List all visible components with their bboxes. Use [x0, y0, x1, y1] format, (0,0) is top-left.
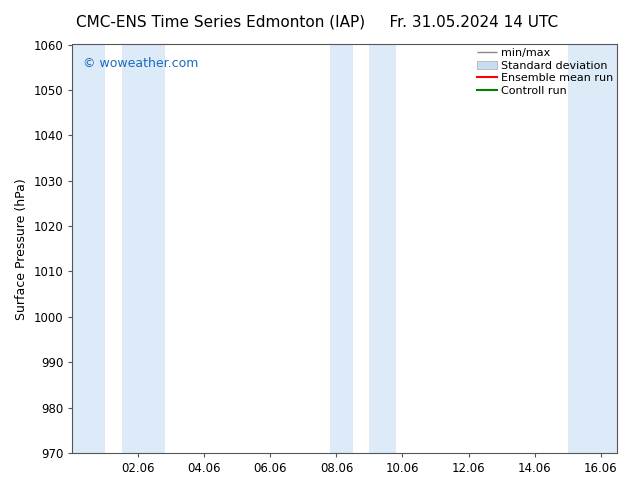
Y-axis label: Surface Pressure (hPa): Surface Pressure (hPa): [15, 178, 28, 319]
Bar: [567, 45, 617, 453]
Bar: [330, 45, 353, 453]
Legend: min/max, Standard deviation, Ensemble mean run, Controll run: min/max, Standard deviation, Ensemble me…: [477, 48, 614, 96]
Text: © woweather.com: © woweather.com: [83, 57, 198, 70]
Bar: [370, 45, 396, 453]
Bar: [122, 45, 165, 453]
Text: CMC-ENS Time Series Edmonton (IAP)     Fr. 31.05.2024 14 UTC: CMC-ENS Time Series Edmonton (IAP) Fr. 3…: [76, 15, 558, 30]
Bar: [72, 45, 105, 453]
